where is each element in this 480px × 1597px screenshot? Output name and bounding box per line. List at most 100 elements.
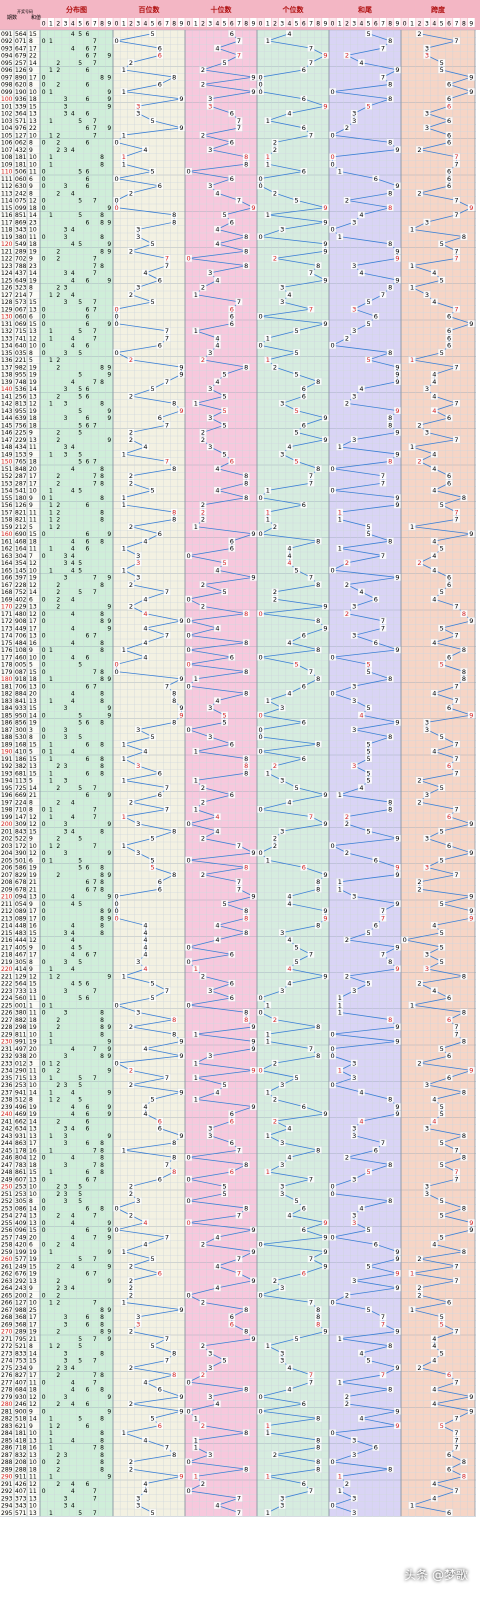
draw-label: 060 bbox=[15, 176, 27, 183]
distribution-mark: 5 bbox=[78, 198, 82, 205]
sum-tail-mark-bg bbox=[329, 1502, 336, 1509]
distribution-mark: 1 bbox=[49, 328, 53, 335]
period-label: 206 bbox=[1, 865, 13, 872]
sum-label: 17 bbox=[29, 480, 37, 487]
span-mark: 4 bbox=[432, 552, 436, 560]
hundreds-mark: 7 bbox=[165, 334, 169, 342]
distribution-mark: 8 bbox=[100, 618, 104, 625]
draw-label: 354 bbox=[15, 560, 27, 567]
tens-mark: 5 bbox=[223, 588, 227, 596]
tens-mark: 3 bbox=[208, 1125, 212, 1133]
tens-digit-cell bbox=[221, 18, 228, 27]
hundreds-mark: 4 bbox=[143, 443, 147, 451]
hundreds-mark-bg bbox=[178, 363, 185, 371]
distribution-mark: 0 bbox=[42, 647, 46, 654]
tens-mark-bg bbox=[250, 530, 257, 538]
units-mark: 4 bbox=[287, 798, 291, 806]
distribution-mark: 5 bbox=[78, 372, 82, 379]
sum-label: 10 bbox=[29, 843, 37, 850]
period-label: 239 bbox=[1, 1104, 13, 1111]
hundreds-mark: 9 bbox=[179, 1407, 183, 1415]
sum-label: 11 bbox=[29, 169, 37, 176]
period-label: 293 bbox=[1, 1495, 13, 1502]
distribution-mark: 8 bbox=[100, 1147, 104, 1154]
units-mark: 5 bbox=[295, 784, 299, 792]
distribution-mark: 3 bbox=[64, 183, 68, 190]
sum-tail-mark-bg bbox=[379, 1320, 387, 1328]
span-mark-bg bbox=[467, 88, 475, 95]
span-mark-bg bbox=[416, 980, 423, 987]
period-label: 219 bbox=[1, 959, 13, 966]
tens-mark-bg bbox=[214, 189, 221, 197]
hundreds-digit-label: 2 bbox=[129, 21, 133, 28]
distribution-mark: 8 bbox=[100, 1169, 104, 1176]
sum-tail-mark: 2 bbox=[345, 1291, 349, 1299]
sum-label: 5 bbox=[29, 662, 33, 669]
hundreds-mark: 2 bbox=[129, 1458, 133, 1466]
distribution-mark: 1 bbox=[49, 1002, 53, 1009]
hundreds-mark-bg bbox=[142, 1045, 149, 1052]
units-digit-cell bbox=[300, 18, 308, 27]
tens-mark: 9 bbox=[251, 1038, 255, 1046]
units-mark: 6 bbox=[302, 1480, 306, 1488]
hundreds-digit-cell bbox=[113, 18, 120, 27]
sum-label: 18 bbox=[29, 538, 37, 545]
draw-label: 630 bbox=[15, 183, 27, 190]
span-mark: 9 bbox=[469, 907, 473, 915]
units-mark: 8 bbox=[316, 1320, 320, 1328]
sum_tail-digit-cell bbox=[343, 18, 351, 27]
distribution-mark: 7 bbox=[93, 328, 97, 335]
sum-tail-mark: 8 bbox=[388, 1342, 392, 1350]
draw-label: 506 bbox=[15, 169, 27, 176]
units-mark-bg bbox=[307, 269, 315, 277]
sum-tail-mark-bg bbox=[350, 1277, 358, 1284]
span-mark-bg bbox=[453, 1262, 460, 1270]
distribution-mark: 9 bbox=[107, 277, 111, 284]
sum-label: 13 bbox=[29, 306, 37, 313]
span-mark: 1 bbox=[410, 1001, 414, 1009]
hundreds-mark-bg bbox=[142, 653, 149, 661]
hundreds-mark: 6 bbox=[158, 44, 162, 52]
sum-label: 18 bbox=[29, 422, 37, 429]
draw-label: 497 bbox=[15, 1046, 27, 1053]
period-label: 143 bbox=[1, 408, 13, 415]
span-mark: 7 bbox=[454, 1023, 458, 1031]
span-mark-bg bbox=[453, 1378, 460, 1386]
tens-mark-bg bbox=[242, 1465, 250, 1473]
units-mark: 1 bbox=[266, 1038, 270, 1046]
span-mark-bg bbox=[445, 175, 453, 182]
span-mark: 1 bbox=[410, 262, 414, 270]
hundreds-mark: 3 bbox=[136, 1502, 140, 1510]
sum-tail-mark: 8 bbox=[388, 1096, 392, 1104]
hundreds-mark-bg bbox=[149, 994, 156, 1002]
hundreds-mark-bg bbox=[156, 414, 164, 422]
period-label: 157 bbox=[1, 509, 13, 516]
hundreds-digit-label: 9 bbox=[179, 21, 183, 28]
draw-label: 620 bbox=[15, 82, 27, 89]
distribution-mark: 3 bbox=[64, 959, 68, 966]
distribution-mark: 7 bbox=[93, 1256, 97, 1263]
hundreds-mark: 6 bbox=[158, 885, 162, 893]
hundreds-mark-bg bbox=[120, 160, 128, 168]
span-mark-bg bbox=[438, 240, 446, 248]
tens-mark-bg bbox=[185, 595, 192, 603]
distribution-mark: 5 bbox=[78, 386, 82, 393]
period-label: 171 bbox=[1, 611, 13, 618]
sum-tail-mark: 9 bbox=[395, 646, 399, 654]
distribution-mark: 9 bbox=[107, 531, 111, 538]
hundreds-mark: 7 bbox=[165, 1233, 169, 1241]
hundreds-mark: 7 bbox=[165, 327, 169, 335]
units-digit-cell bbox=[271, 18, 279, 27]
tens-digit-label: 9 bbox=[251, 21, 255, 28]
sum-tail-mark-bg bbox=[386, 349, 394, 356]
distribution-mark: 2 bbox=[56, 1118, 60, 1125]
tens-mark: 0 bbox=[187, 617, 191, 625]
units-mark-bg bbox=[293, 349, 300, 356]
tens-mark: 4 bbox=[215, 1088, 219, 1096]
tens-mark-bg bbox=[221, 211, 228, 219]
sum-tail-mark: 2 bbox=[345, 1393, 349, 1401]
draw-label: 955 bbox=[15, 372, 27, 379]
tens-mark: 8 bbox=[244, 494, 248, 502]
span-mark: 1 bbox=[410, 1306, 414, 1314]
sum-label: 9 bbox=[29, 944, 33, 951]
